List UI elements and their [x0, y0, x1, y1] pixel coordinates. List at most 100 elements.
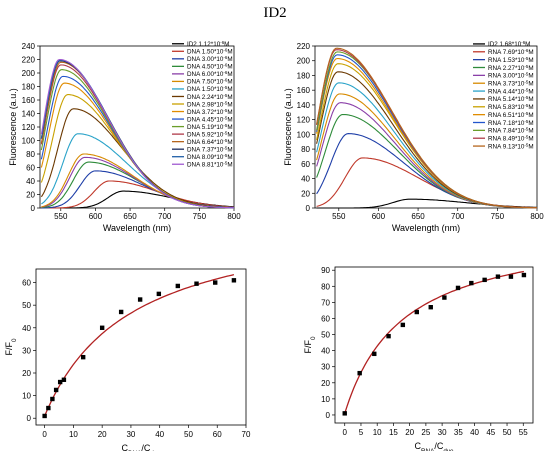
rna-spectra-legend-label: RNA 8.49*10-5M: [488, 134, 534, 143]
rna-titration-data-point: [342, 411, 347, 416]
dna-spectra-y-tick-label: 120: [22, 123, 36, 132]
dna-spectra-legend-label: DNA 2.98*10-5M: [187, 100, 233, 109]
dna-spectra-y-axis-label: Fluorescence (a.u.): [8, 88, 18, 166]
rna-titration-data-point: [414, 309, 419, 315]
dna-spectra-series-1-line: [41, 180, 235, 209]
rna-titration-data-point: [495, 274, 501, 279]
rna-titration-y-tick-label: 80: [321, 282, 330, 291]
dna-titration-x-axis-label: CDNA/Cdye: [122, 443, 161, 451]
rna-spectra-legend-label: RNA 3.00*10-5M: [488, 71, 534, 80]
dna-titration-y-tick-label: 20: [22, 369, 31, 378]
rna-spectra-y-tick-label: 140: [297, 101, 311, 110]
dna-titration-x-tick-label: 0: [42, 430, 47, 439]
rna-spectra-y-tick-label: 20: [301, 189, 310, 198]
dna-titration-data-point: [175, 283, 181, 289]
dna-spectra-x-tick-label: 550: [54, 212, 68, 221]
dna-titration-x-tick-label: 60: [213, 430, 222, 439]
dna-titration-data-point: [42, 413, 47, 419]
dna-titration-data-point: [156, 291, 162, 297]
rna-spectra-plot-frame: [314, 45, 538, 209]
rna-spectra-legend-label: RNA 9.13*10-5M: [488, 142, 534, 151]
dna-spectra-x-axis-label: Wavelength (nm): [103, 223, 171, 233]
rna-titration-y-tick-label: 40: [321, 347, 330, 356]
rna-spectra-y-tick-label: 200: [297, 57, 311, 66]
dna-spectra-y-tick-label: 200: [22, 69, 36, 78]
dna-titration-data-point: [57, 379, 63, 385]
rna-titration-y-axis-label: F/F0: [303, 336, 317, 354]
rna-spectra-y-tick-label: 0: [306, 204, 311, 213]
rna-titration-y-tick-label: 50: [321, 331, 330, 340]
dna-titration-x-tick-label: 50: [184, 430, 193, 439]
dna-spectra-legend-label: DNA 8.09*10-5M: [187, 153, 233, 162]
dna-titration-data-point: [80, 354, 86, 360]
rna-titration-y-tick-label: 0: [326, 411, 331, 420]
rna-titration-data-point: [442, 295, 447, 300]
rna-spectra-x-tick-label: 650: [411, 212, 425, 221]
dna-spectra-legend-label: DNA 3.00*10-6M: [187, 55, 233, 64]
rna-titration-x-tick-label: 0: [343, 428, 348, 437]
rna-spectra-x-tick-label: 550: [332, 212, 346, 221]
dna-titration-data-point: [118, 309, 124, 315]
rna-spectra-legend-label: RNA 7.18*10-5M: [488, 118, 534, 127]
rna-spectra-legend-label: RNA 3.73*10-5M: [488, 79, 534, 88]
rna-titration-data-point: [455, 285, 461, 291]
dna-titration-chart: 0 10 20 30 40 50 60 70 0 10 20 30 40 50 60 CDNA/Cdye F/F…: [4, 268, 251, 451]
dna-spectra-chart: 550 600 650 700 750 800 0 20 40 60 80 100 120 140 160 1…: [8, 40, 241, 233]
dna-titration-fit-curve: [44, 273, 235, 417]
rna-spectra-legend-label: ID2 1.68*10-6M: [488, 40, 530, 49]
rna-spectra-y-axis-label: Fluorescence (a.u.): [283, 88, 293, 166]
dna-spectra-x-tick-label: 600: [89, 212, 103, 221]
rna-spectra-legend-label: RNA 7.84*10-5M: [488, 126, 534, 134]
rna-titration-x-tick-label: 20: [405, 428, 414, 437]
dna-spectra-legend-label: DNA 8.81*10-5M: [187, 160, 233, 169]
dna-spectra-y-tick-label: 0: [31, 204, 36, 213]
rna-spectra-y-tick-label: 60: [301, 160, 310, 169]
dna-spectra-legend-label: DNA 7.37*10-5M: [187, 145, 233, 154]
dna-titration-data-point: [194, 281, 199, 286]
rna-titration-data-point: [386, 333, 391, 339]
dna-spectra-legend-label: DNA 6.64*10-5M: [187, 137, 233, 146]
dna-titration-data-point: [99, 325, 105, 330]
figure-title: ID2: [263, 5, 287, 21]
rna-titration-y-tick-label: 70: [321, 298, 330, 307]
rna-titration-x-tick-label: 30: [438, 428, 447, 437]
rna-spectra-x-tick-label: 800: [530, 212, 544, 221]
rna-titration-data-point: [428, 305, 433, 310]
rna-spectra-legend-label: RNA 1.53*10-5M: [488, 55, 534, 64]
dna-titration-x-tick-label: 30: [126, 430, 135, 439]
dna-titration-y-tick-label: 50: [22, 301, 31, 310]
dna-spectra-legend-label: DNA 3.72*10-5M: [187, 107, 233, 116]
rna-spectra-series-13-line: [316, 47, 538, 209]
dna-spectra-y-tick-label: 100: [22, 137, 36, 146]
rna-titration-chart: 0 5 10 15 20 25 30 35 40 45 50 55 0 10 20 30 40 50 60 70 80 9…: [303, 266, 534, 451]
dna-spectra-x-tick-label: 650: [123, 212, 137, 221]
rna-titration-data-point: [372, 351, 377, 357]
rna-spectra-x-tick-label: 700: [451, 212, 465, 221]
dna-titration-data-point: [213, 280, 218, 285]
dna-spectra-x-tick-label: 700: [158, 212, 172, 221]
dna-titration-data-point: [231, 278, 237, 283]
dna-spectra-y-tick-label: 140: [22, 110, 36, 119]
rna-titration-data-point: [482, 277, 487, 283]
dna-spectra-legend-label: DNA 5.19*10-5M: [187, 122, 233, 131]
rna-spectra-legend-label: RNA 6.51*10-5M: [488, 110, 534, 119]
rna-spectra-legend-label: RNA 5.83*10-5M: [488, 103, 534, 112]
rna-titration-x-tick-label: 50: [503, 428, 512, 437]
dna-spectra-y-tick-label: 180: [22, 83, 36, 92]
dna-spectra-y-tick-label: 160: [22, 96, 36, 105]
dna-spectra-legend-label: DNA 1.50*10-5M: [187, 85, 233, 94]
dna-spectra-y-tick-label: 20: [26, 191, 35, 200]
dna-titration-y-axis-label: F/F0: [4, 338, 18, 356]
dna-spectra-x-tick-label: 800: [227, 212, 241, 221]
rna-titration-y-tick-label: 60: [321, 314, 330, 323]
dna-titration-data-point: [137, 297, 143, 302]
dna-spectra-y-tick-label: 220: [22, 56, 36, 65]
rna-spectra-legend-label: RNA 5.14*10-5M: [488, 95, 534, 104]
rna-spectra-x-tick-label: 600: [372, 212, 386, 221]
rna-titration-data-point: [400, 322, 406, 328]
dna-spectra-legend-label: DNA 5.92*10-5M: [187, 130, 233, 139]
rna-titration-x-tick-label: 55: [519, 428, 528, 437]
dna-titration-y-tick-label: 10: [22, 392, 31, 401]
rna-titration-plot-frame: [334, 266, 534, 424]
rna-spectra-y-tick-label: 160: [297, 86, 311, 95]
